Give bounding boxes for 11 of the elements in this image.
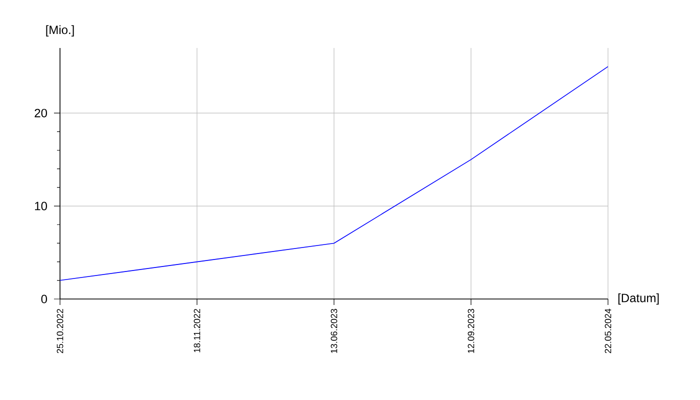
x-tick-label: 18.11.2022 xyxy=(194,308,200,352)
x-tick-label: 12.09.2023 xyxy=(468,308,474,353)
y-tick-label: 10 xyxy=(35,202,48,210)
x-tick-label: 22.05.2024 xyxy=(604,308,612,354)
y-tick-label: 0 xyxy=(41,294,48,304)
y-axis-title: [Mio.] xyxy=(46,25,74,36)
y-tick-label: 20 xyxy=(34,108,48,118)
x-axis-title: [Datum] xyxy=(618,293,659,305)
x-tick-label: 25.10.2022 xyxy=(56,308,64,354)
line-series xyxy=(60,66,608,281)
x-tick-label: 13.06.2023 xyxy=(330,308,338,353)
